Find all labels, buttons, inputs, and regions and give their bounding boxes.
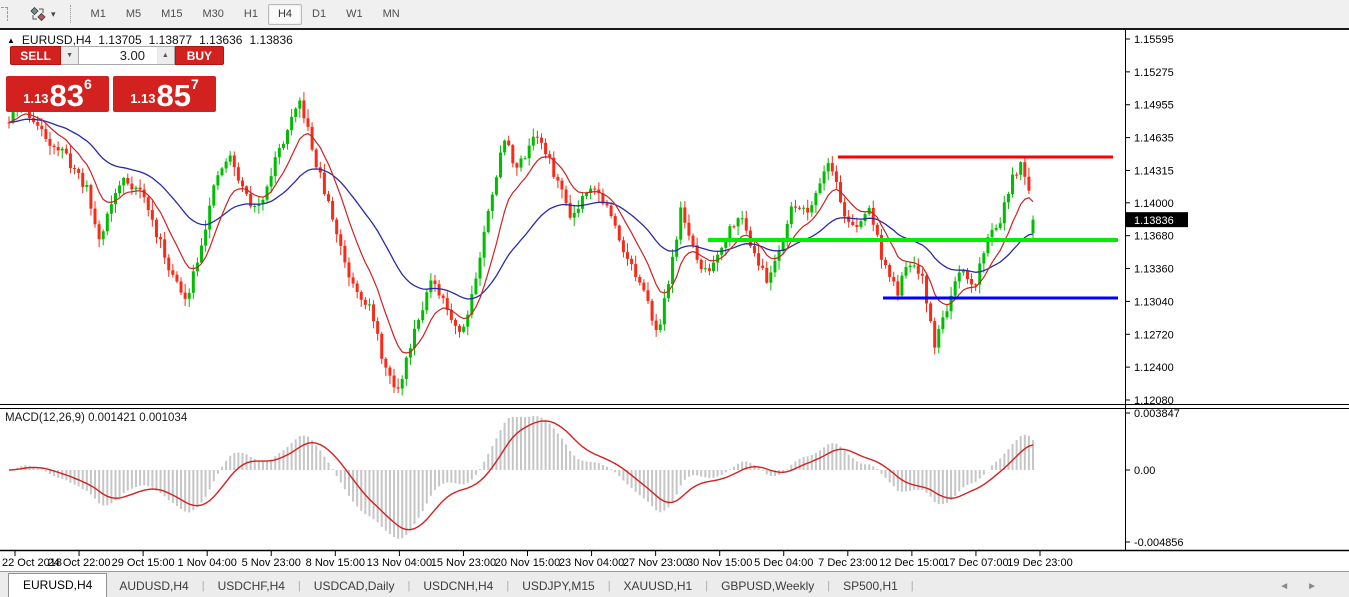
tabs-scroll-right-icon[interactable]: ►	[1307, 581, 1317, 592]
sell-price-panel[interactable]: 1.13 83 6	[6, 76, 109, 112]
timeframe-button-m5[interactable]: M5	[125, 7, 142, 20]
sell-price-sup: 6	[84, 76, 92, 92]
toolbar-grip	[69, 5, 71, 23]
svg-text:13 Nov 04:00: 13 Nov 04:00	[367, 557, 432, 569]
svg-text:7 Dec 23:00: 7 Dec 23:00	[818, 557, 877, 569]
svg-text:17 Dec 07:00: 17 Dec 07:00	[943, 557, 1008, 569]
svg-text:1.13836: 1.13836	[1134, 215, 1174, 227]
tab-usdchf-h4[interactable]: USDCHF,H4	[217, 579, 285, 593]
svg-text:1.14635: 1.14635	[1134, 133, 1174, 145]
macd-indicator-label: MACD(12,26,9) 0.001421 0.001034	[5, 412, 188, 424]
symbol-title: EURUSD,H4	[21, 33, 92, 47]
timeframe-button-h4[interactable]: H4	[267, 3, 303, 25]
volume-decrease-button[interactable]: ▼	[61, 46, 79, 65]
timeframe-button-d1[interactable]: D1	[312, 7, 327, 20]
svg-text:20 Nov 15:00: 20 Nov 15:00	[495, 557, 560, 569]
timeframe-button-h1[interactable]: H1	[243, 7, 258, 20]
svg-text:1.12080: 1.12080	[1134, 395, 1174, 407]
tab-eurusd-h4[interactable]: EURUSD,H4	[8, 573, 108, 597]
tab-separator: |	[506, 580, 510, 592]
svg-text:1.14955: 1.14955	[1134, 100, 1174, 112]
buy-price-big: 85	[156, 77, 191, 113]
tab-separator: |	[910, 580, 914, 592]
svg-text:15 Nov 23:00: 15 Nov 23:00	[431, 557, 496, 569]
svg-text:0.003847: 0.003847	[1134, 408, 1180, 420]
svg-text:1.15275: 1.15275	[1134, 67, 1174, 79]
svg-text:19 Dec 23:00: 19 Dec 23:00	[1007, 557, 1072, 569]
svg-text:24 Oct 22:00: 24 Oct 22:00	[48, 557, 111, 569]
svg-text:12 Dec 15:00: 12 Dec 15:00	[879, 557, 944, 569]
buy-price-sup: 7	[191, 76, 199, 92]
tab-separator: |	[607, 580, 611, 592]
indicators-button[interactable]: ▾	[30, 6, 56, 22]
ohlc-high: 1.13877	[148, 33, 193, 47]
tabs-scroll-left-icon[interactable]: ◄	[1279, 581, 1290, 592]
tab-usdcnh-h4[interactable]: USDCNH,H4	[423, 579, 494, 593]
svg-text:1.12400: 1.12400	[1134, 362, 1174, 374]
svg-text:23 Nov 04:00: 23 Nov 04:00	[559, 557, 624, 569]
cropped-toolbar-icon[interactable]	[0, 7, 10, 21]
ohlc-close: 1.13836	[249, 33, 293, 47]
indicators-icon	[30, 6, 46, 22]
timeframe-button-mn[interactable]: MN	[382, 7, 400, 20]
timeframe-button-m30[interactable]: M30	[202, 7, 224, 20]
svg-text:5 Dec 04:00: 5 Dec 04:00	[754, 557, 813, 569]
svg-text:8 Nov 15:00: 8 Nov 15:00	[306, 557, 365, 569]
buy-price-small: 1.13	[130, 91, 156, 106]
tab-separator: |	[827, 580, 831, 592]
one-click-trade-widget: SELL ▼ ▲ BUY 1.13 83 6 1.13 85 7	[6, 46, 225, 112]
sell-button[interactable]: SELL	[10, 46, 62, 65]
ohlc-low: 1.13636	[199, 33, 243, 47]
tab-xauusd-h1[interactable]: XAUUSD,H1	[623, 579, 693, 593]
timeframe-button-m1[interactable]: M1	[90, 7, 106, 20]
chart-title-bar: ▲ EURUSD,H4 1.13705 1.13877 1.13636 1.13…	[7, 33, 293, 47]
svg-text:1.13680: 1.13680	[1134, 231, 1174, 243]
svg-text:1.14000: 1.14000	[1134, 198, 1174, 210]
ohlc-open: 1.13705	[98, 33, 142, 47]
svg-text:5 Nov 23:00: 5 Nov 23:00	[242, 557, 301, 569]
svg-text:1.14315: 1.14315	[1134, 165, 1174, 177]
collapse-icon[interactable]: ▲	[7, 35, 15, 45]
volume-increase-button[interactable]: ▲	[157, 46, 175, 65]
tab-usdjpy-m15[interactable]: USDJPY,M15	[522, 579, 595, 593]
tab-separator: |	[705, 580, 709, 592]
timeframe-buttons: M1 M5 M15 M30 H1 H4 D1 W1 MN	[81, 0, 410, 28]
sell-price-big: 83	[49, 77, 84, 113]
tab-separator: |	[297, 580, 301, 592]
buy-price-panel[interactable]: 1.13 85 7	[113, 76, 216, 112]
tab-audusd-h4[interactable]: AUDUSD,H4	[119, 579, 189, 593]
toolbar: ▾ M1 M5 M15 M30 H1 H4 D1 W1 MN	[0, 0, 1349, 28]
volume-input[interactable]	[79, 46, 157, 65]
sell-price-small: 1.13	[23, 91, 49, 106]
svg-text:22 Oct 2018: 22 Oct 2018	[2, 557, 62, 569]
svg-text:-0.004856: -0.004856	[1134, 537, 1184, 549]
svg-text:1.12720: 1.12720	[1134, 329, 1174, 341]
svg-text:1.15595: 1.15595	[1134, 34, 1174, 46]
tab-gbpusd-weekly[interactable]: GBPUSD,Weekly	[721, 579, 815, 593]
buy-button[interactable]: BUY	[174, 46, 225, 65]
tab-separator: |	[201, 580, 205, 592]
svg-text:29 Oct 15:00: 29 Oct 15:00	[112, 557, 175, 569]
timeframe-button-m15[interactable]: M15	[161, 7, 183, 20]
svg-text:0.00: 0.00	[1134, 465, 1155, 477]
chart-tab-bar: EURUSD,H4 AUDUSD,H4 | USDCHF,H4 | USDCAD,Dail…	[0, 571, 1349, 597]
svg-text:1 Nov 04:00: 1 Nov 04:00	[178, 557, 237, 569]
tab-sp500-h1[interactable]: SP500,H1	[843, 579, 898, 593]
svg-text:30 Nov 15:00: 30 Nov 15:00	[687, 557, 752, 569]
dropdown-caret-icon[interactable]: ▾	[51, 8, 56, 19]
tab-separator: |	[407, 580, 411, 592]
svg-text:27 Nov 23:00: 27 Nov 23:00	[623, 557, 688, 569]
svg-text:1.13360: 1.13360	[1134, 264, 1174, 276]
timeframe-button-w1[interactable]: W1	[346, 7, 363, 20]
chart-tabs: EURUSD,H4 AUDUSD,H4 | USDCHF,H4 | USDCAD,Dail…	[8, 572, 915, 597]
tab-usdcad-daily[interactable]: USDCAD,Daily	[313, 579, 395, 593]
svg-text:1.13040: 1.13040	[1134, 296, 1174, 308]
